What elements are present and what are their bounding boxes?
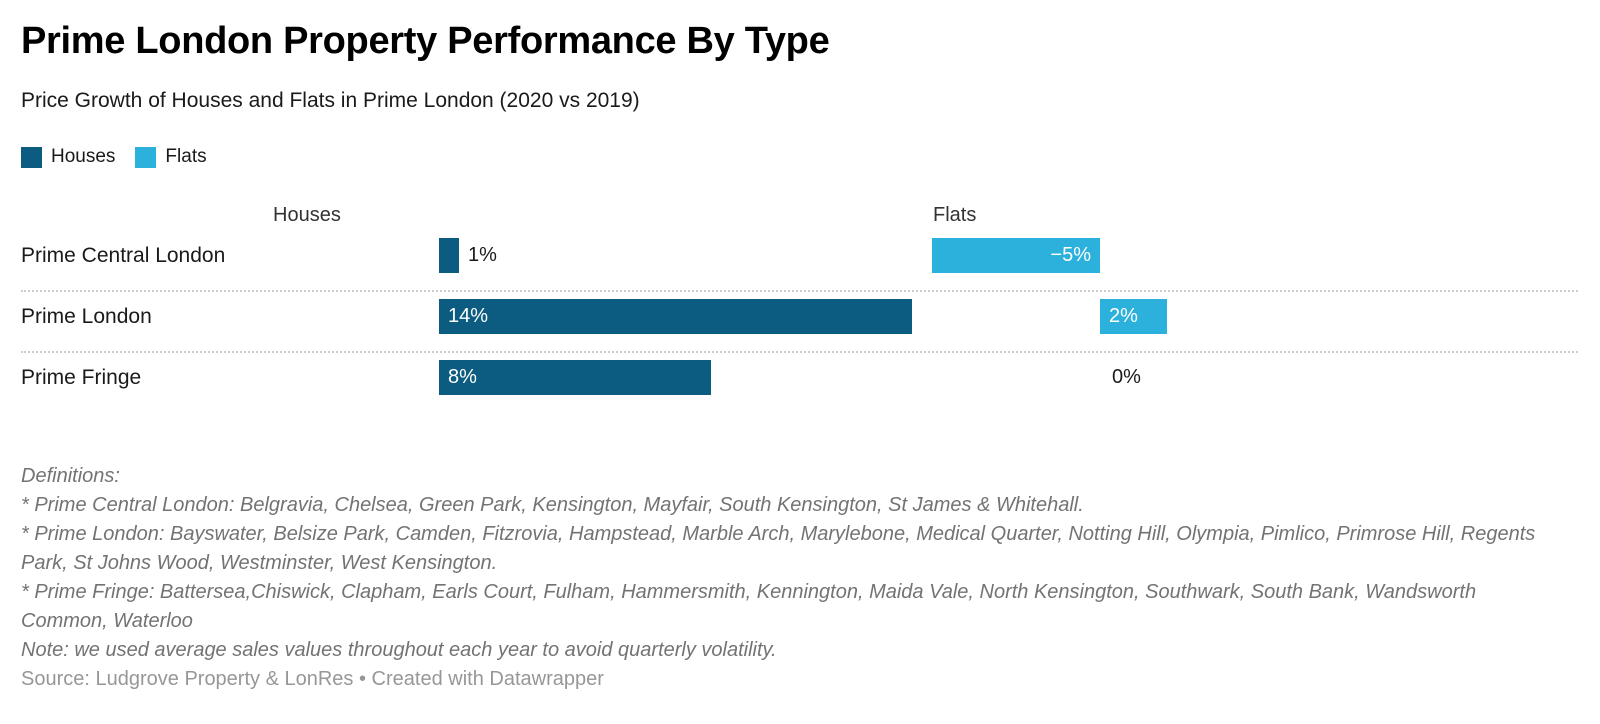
legend-swatch-flats-icon [135,146,157,168]
bar-houses-prime-central-london [439,238,459,273]
legend-swatch-houses-icon [21,146,42,168]
chart-subtitle: Price Growth of Houses and Flats in Prim… [21,89,640,112]
row-separator [21,351,1578,353]
source-line: Source: Ludgrove Property & LonRes • Cre… [21,666,604,692]
bar-flats-prime-london: 2% [1100,299,1167,334]
bar-houses-prime-fringe: 8% [439,360,711,395]
value-label-flats-prime-central-london: −5% [1050,244,1091,266]
definition-prime-fringe: * Prime Fringe: Battersea,Chiswick, Clap… [21,581,1477,632]
source-text: Source: Ludgrove Property & LonRes [21,668,354,690]
definitions-heading: Definitions: [21,465,120,487]
bar-houses-prime-london: 14% [439,299,912,334]
value-label-flats-prime-london: 2% [1109,305,1138,327]
chart-title: Prime London Property Performance By Typ… [21,20,830,62]
legend-label-houses: Houses [51,146,116,167]
value-label-houses-prime-london: 14% [448,305,489,327]
legend-label-flats: Flats [165,146,207,167]
row-separator [21,290,1578,292]
value-label-houses-prime-central-london: 1% [468,244,497,266]
source-separator: • [353,668,372,690]
legend: Houses Flats [21,146,207,168]
legend-item-houses: Houses [21,146,115,168]
definition-prime-london: * Prime London: Bayswater, Belsize Park,… [21,523,1536,574]
bar-flats-prime-central-london: −5% [932,238,1100,273]
note-line: Note: we used average sales values throu… [21,639,777,661]
column-header-houses: Houses [273,204,341,226]
row-label-prime-fringe: Prime Fringe [21,366,142,389]
column-header-flats: Flats [933,204,977,226]
definitions-block: Definitions: * Prime Central London: Bel… [21,462,1566,665]
row-label-prime-central-london: Prime Central London [21,244,226,267]
datawrapper-credit-link[interactable]: Created with Datawrapper [371,668,604,690]
row-label-prime-london: Prime London [21,305,152,328]
bar-chart: Houses Flats Prime Central London 1% −5% Pr… [21,195,1579,409]
definition-prime-central-london: * Prime Central London: Belgravia, Chels… [21,494,1084,516]
value-label-flats-prime-fringe: 0% [1112,366,1141,388]
value-label-houses-prime-fringe: 8% [448,366,477,388]
legend-item-flats: Flats [135,146,207,168]
